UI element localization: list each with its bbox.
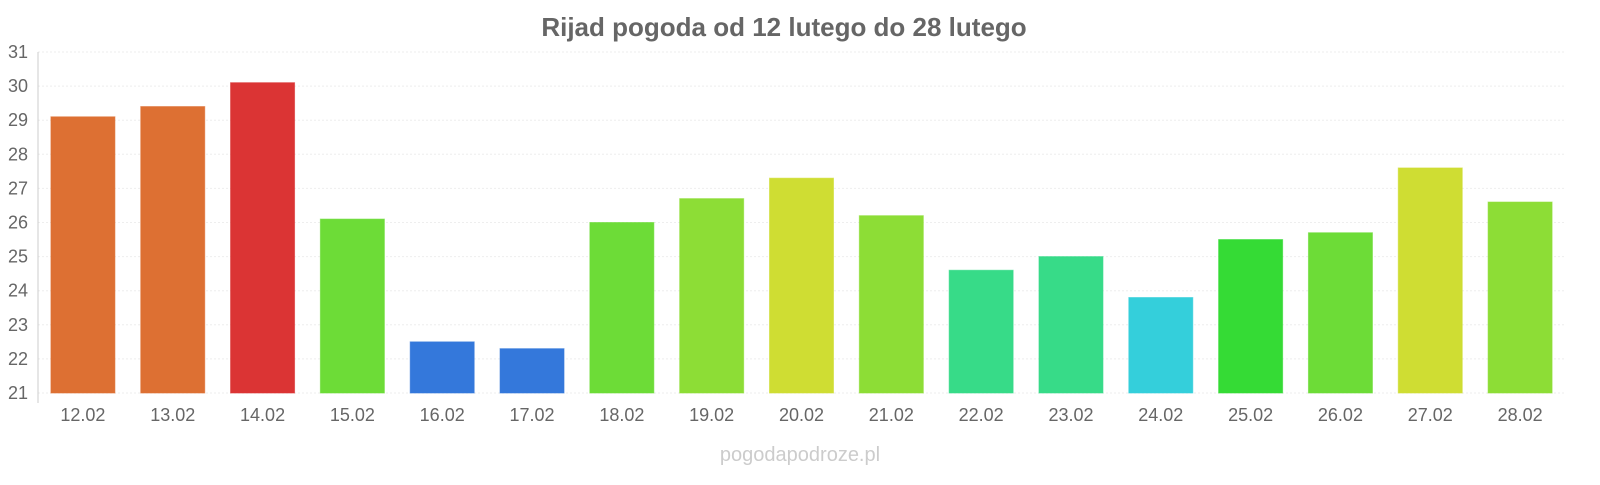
x-tick-label: 26.02 [1318,405,1363,425]
y-tick-label: 26 [8,213,28,233]
x-tick-label: 24.02 [1138,405,1183,425]
x-tick-label: 13.02 [150,405,195,425]
x-tick-label: 17.02 [510,405,555,425]
x-tick-label: 20.02 [779,405,824,425]
bar-28.02 [1487,201,1553,394]
bar-22.02 [948,269,1014,394]
y-tick-label: 21 [8,383,28,403]
y-tick-label: 27 [8,178,28,198]
x-tick-label: 18.02 [599,405,644,425]
x-tick-label: 14.02 [240,405,285,425]
y-tick-label: 24 [8,281,28,301]
y-tick-label: 23 [8,315,28,335]
x-tick-label: 22.02 [959,405,1004,425]
x-tick-label: 16.02 [420,405,465,425]
y-tick-label: 22 [8,349,28,369]
bar-20.02 [769,177,834,394]
bar-13.02 [140,106,206,394]
x-tick-label: 15.02 [330,405,375,425]
bar-26.02 [1307,232,1373,394]
x-tick-label: 28.02 [1498,405,1543,425]
x-tick-label: 23.02 [1048,405,1093,425]
bar-14.02 [230,82,296,394]
bar-18.02 [589,222,655,394]
bar-24.02 [1128,297,1194,394]
x-tick-label: 12.02 [60,405,105,425]
bar-17.02 [499,348,565,394]
y-tick-label: 31 [8,42,28,62]
bar-23.02 [1038,256,1104,394]
bar-25.02 [1218,239,1284,394]
bar-27.02 [1397,167,1463,394]
x-tick-label: 21.02 [869,405,914,425]
x-tick-label: 27.02 [1408,405,1453,425]
chart-title: Rijad pogoda od 12 lutego do 28 lutego [541,12,1026,42]
bar-15.02 [319,218,385,394]
watermark: pogodapodroze.pl [720,444,880,466]
y-tick-label: 29 [8,110,28,130]
x-tick-label: 19.02 [689,405,734,425]
bar-16.02 [409,341,475,394]
y-tick-label: 25 [8,247,28,267]
y-tick-label: 28 [8,144,28,164]
x-tick-label: 25.02 [1228,405,1273,425]
bar-21.02 [858,215,924,394]
y-tick-label: 30 [8,76,28,96]
bar-19.02 [679,198,745,394]
bar-12.02 [50,116,116,394]
